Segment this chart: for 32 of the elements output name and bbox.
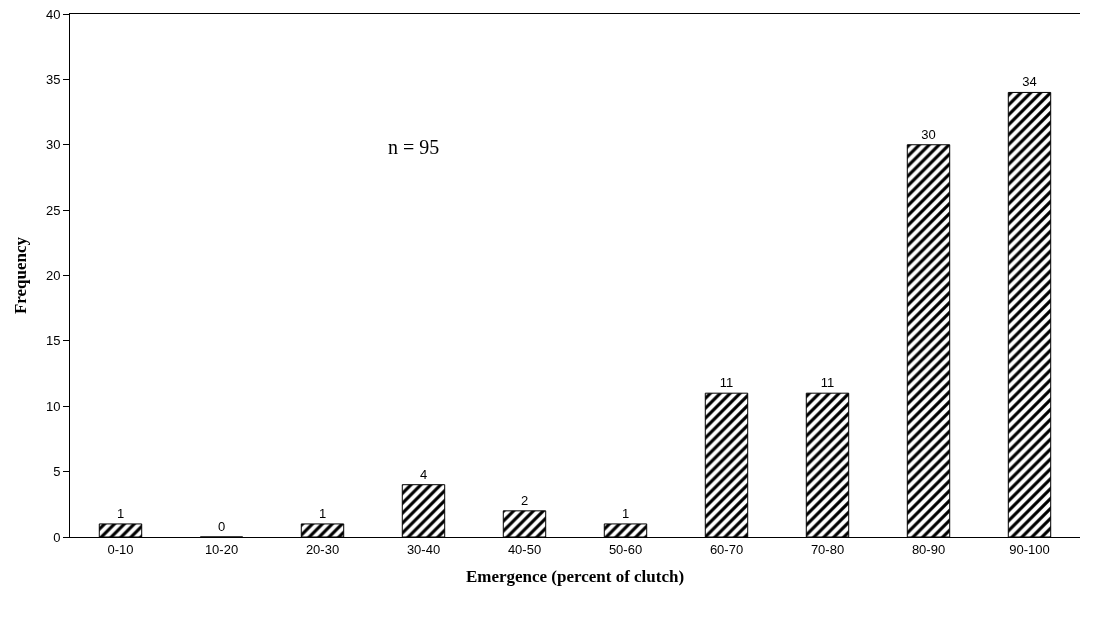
x-tick-label: 20-30: [305, 541, 340, 557]
y-tick-label: 0: [53, 529, 61, 545]
x-tick-label: 30-40: [406, 541, 441, 557]
y-tick-label: 35: [45, 71, 61, 87]
data-label: 2: [520, 492, 529, 508]
y-tick-label: 40: [45, 6, 61, 22]
y-tick-label: 30: [45, 137, 61, 153]
data-label: 11: [820, 375, 835, 391]
x-tick-label: 60-70: [709, 541, 744, 557]
data-label: 1: [621, 505, 630, 521]
data-label: 30: [921, 126, 936, 142]
data-label: 4: [419, 466, 428, 482]
annotation: n = 95: [388, 136, 440, 158]
y-tick-label: 20: [45, 268, 61, 284]
x-tick-label: 80-90: [911, 541, 946, 557]
x-tick-label: 10-20: [204, 541, 239, 557]
x-tick-label: 0-10: [107, 541, 134, 557]
data-label: 1: [318, 505, 327, 521]
data-label: 1: [116, 505, 125, 521]
y-tick-label: 10: [45, 398, 61, 414]
x-tick-label: 70-80: [810, 541, 845, 557]
x-axis-title: Emergence (percent of clutch): [465, 567, 685, 586]
x-tick-label: 90-100: [1009, 541, 1050, 557]
y-tick-label: 25: [45, 202, 61, 218]
x-tick-label: 50-60: [608, 541, 643, 557]
x-tick-label: 40-50: [507, 541, 542, 557]
y-tick-label: 15: [45, 333, 61, 349]
y-axis-title: Frequency: [11, 236, 31, 315]
data-label: 0: [217, 519, 226, 534]
y-tick-label: 5: [53, 464, 61, 480]
data-label: 34: [1022, 74, 1037, 90]
data-label: 11: [719, 375, 734, 391]
